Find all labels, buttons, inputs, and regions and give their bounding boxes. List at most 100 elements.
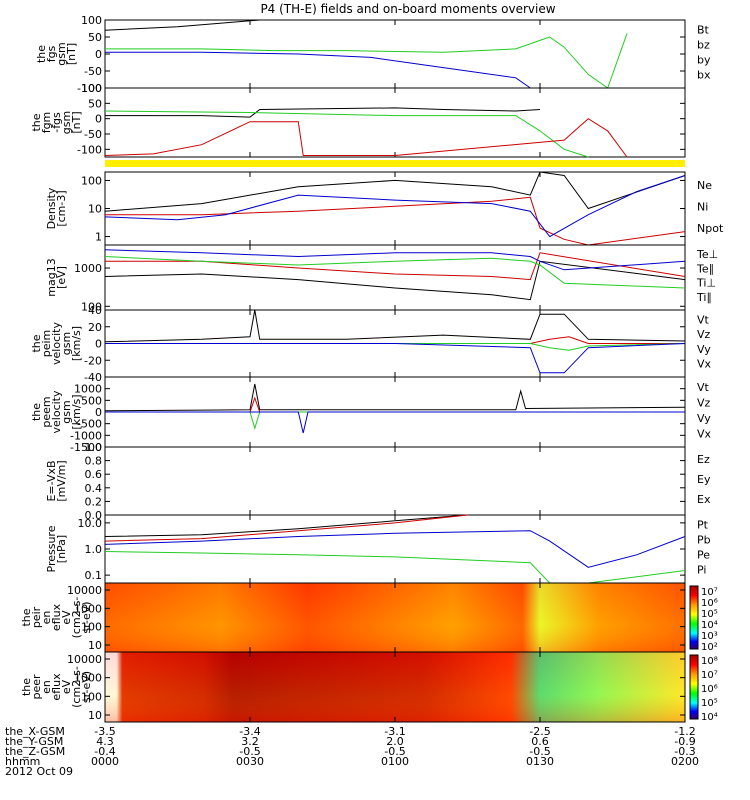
series-fgm-by [104, 110, 589, 158]
y-tick-label: 0 [95, 113, 102, 126]
y-axis-label: [cm-3] [55, 190, 68, 226]
legend-Bt: Bt [697, 24, 710, 37]
y-axis-label: gsm [60, 332, 73, 355]
legend-Vt: Vt [697, 313, 710, 326]
series-peem-Vx [105, 411, 685, 434]
legend-by: by [697, 54, 711, 67]
panel-fgs [104, 19, 686, 89]
x-tick-label: -0.5 [384, 745, 405, 758]
y-tick-label: 10 [88, 709, 102, 722]
x-row-label: the_Z-GSM [5, 745, 65, 758]
y-tick-label: 100 [81, 14, 102, 27]
x-tick-label: -0.5 [529, 745, 550, 758]
series-temp-Te⊥ [105, 252, 686, 281]
series-peim-Vz [105, 336, 685, 344]
y-axis-label: eflux [50, 603, 63, 631]
y-tick-label: -50 [84, 128, 102, 141]
separator-bar [105, 160, 685, 167]
y-axis-label: fgm [40, 112, 53, 134]
y-tick-label: -100 [77, 82, 102, 95]
colorbar-label: 10⁷ [701, 670, 718, 681]
legend-Ez: Ez [697, 453, 710, 466]
series-fgm-Bt [105, 107, 541, 118]
y-axis-label: the [30, 403, 43, 421]
y-tick-label: 1000 [74, 602, 102, 615]
y-tick-label: 50 [88, 31, 102, 44]
legend-Vz: Vz [697, 396, 711, 409]
x-row-label: hhmm [5, 755, 40, 768]
series-peem-Vt [104, 383, 686, 412]
legend-bz: bz [697, 39, 710, 52]
series-pressure-Pb [104, 514, 468, 542]
y-tick-label: 50 [88, 97, 102, 110]
legend-Te∥: Te∥ [696, 262, 714, 275]
legend-Ti∥: Ti∥ [696, 291, 712, 304]
y-tick-label: 10.0 [78, 517, 103, 530]
x-tick-label: -2.5 [529, 725, 550, 738]
y-tick-label: 0.0 [85, 509, 103, 522]
y-tick-label: -1500 [70, 441, 102, 454]
legend-Pb: Pb [697, 534, 711, 547]
date-label: 2012 Oct 09 [5, 765, 73, 778]
y-axis-label: gsm [60, 111, 73, 134]
y-tick-label: 0.6 [85, 468, 103, 481]
y-axis-label: sr-eV) [80, 671, 93, 703]
series-pressure-Pt [104, 514, 468, 537]
y-axis-label: velocity [50, 322, 63, 365]
spectrogram-overlay-peir [105, 583, 685, 652]
y-tick-label: -1000 [70, 429, 102, 442]
y-axis-label: en [40, 611, 53, 625]
y-tick-label: 40 [88, 304, 102, 317]
x-tick-label: -0.9 [674, 735, 695, 748]
x-row-label: the_X-GSM [5, 725, 65, 738]
series-peem-Vy [105, 411, 685, 431]
colorbar-label: 10² [701, 642, 718, 653]
y-tick-label: 10000 [67, 584, 102, 597]
axes-box-fgs [104, 19, 686, 89]
y-axis-label: [nT] [65, 43, 78, 65]
y-tick-label: -40 [84, 371, 102, 384]
legend-Ey: Ey [697, 473, 711, 486]
colorbar-label: 10⁵ [701, 698, 718, 709]
panel-temp [104, 244, 686, 311]
y-axis-label: gsm [60, 400, 73, 423]
x-tick-label: 0030 [236, 755, 264, 768]
series-fgm-bz [104, 118, 628, 158]
y-axis-label: [km/s] [70, 394, 83, 429]
x-tick-label: 0000 [91, 755, 119, 768]
legend-Ex: Ex [697, 493, 711, 506]
y-tick-label: 0 [95, 406, 102, 419]
y-axis-label: (cm2-s- [70, 666, 83, 708]
panel-peem [104, 376, 686, 448]
series-peim-Vx [105, 343, 686, 374]
y-axis-label: eflux [50, 673, 63, 701]
series-density-Ni [104, 171, 686, 212]
legend-Vx: Vx [697, 427, 712, 440]
series-fgs-Bt [104, 19, 260, 31]
legend-Pe: Pe [697, 549, 710, 562]
y-tick-label: 0.8 [85, 455, 103, 468]
x-tick-label: -0.4 [94, 745, 115, 758]
x-tick-label: -0.5 [239, 745, 260, 758]
series-fgs-by [105, 33, 628, 89]
colorbar-label: 10⁵ [701, 609, 718, 620]
panel-fgm [104, 87, 686, 158]
y-tick-label: -20 [84, 354, 102, 367]
y-axis-label: (cm2-s- [70, 597, 83, 639]
colorbar-label: 10⁶ [701, 684, 718, 695]
spectrogram-overlay-peer [105, 652, 685, 722]
y-tick-label: 0.2 [85, 495, 103, 508]
series-temp-Ti∥ [104, 256, 686, 289]
colorbar-peer [689, 654, 699, 720]
series-temp-Ti⊥ [104, 249, 686, 271]
x-tick-label: 0100 [381, 755, 409, 768]
y-axis-label: sr-eV) [80, 601, 93, 633]
axes-box-temp [104, 244, 686, 311]
y-tick-label: 0.4 [85, 482, 103, 495]
y-tick-label: 100 [81, 621, 102, 634]
legend-Vz: Vz [697, 328, 711, 341]
y-tick-label: 100 [81, 174, 102, 187]
legend-Ti⊥: Ti⊥ [696, 277, 716, 290]
legend-Npot: Npot [697, 222, 724, 235]
colorbar-peir [689, 585, 699, 650]
